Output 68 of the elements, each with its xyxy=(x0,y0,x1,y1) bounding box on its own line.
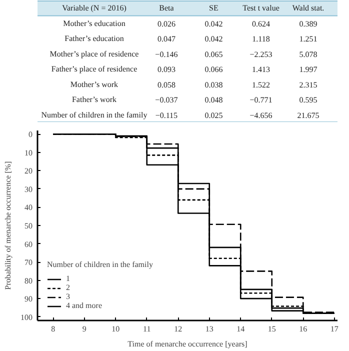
text: −0.037 xyxy=(155,96,178,105)
category-label: Mother’s education xyxy=(63,18,126,28)
category-label: SE xyxy=(209,4,218,13)
text: −0.146 xyxy=(155,50,178,59)
text: 0.047 xyxy=(157,34,176,44)
text: −0.771 xyxy=(250,96,272,105)
text: 21.675 xyxy=(297,110,320,120)
text: 1.997 xyxy=(299,65,318,74)
text: 0.066 xyxy=(204,65,223,74)
x-axis-title: Time of menarche occurrence [years] xyxy=(128,340,248,348)
legend-label: 3 xyxy=(66,292,71,301)
category-label: Test t value xyxy=(242,4,280,13)
category-label: Number of children in the family xyxy=(41,110,148,120)
y-axis-title: Probability of menarche occurrence [%] xyxy=(4,160,12,290)
category-label: Mother’s work xyxy=(70,80,118,89)
x-tick-label: 9 xyxy=(82,324,86,334)
text: 0.026 xyxy=(157,19,176,28)
y-tick-label: 10 xyxy=(24,148,32,158)
x-tick-label: 16 xyxy=(299,324,308,334)
text: 0.389 xyxy=(299,19,318,28)
x-tick-label: 12 xyxy=(174,324,182,334)
category-label: Father’s work xyxy=(72,95,116,104)
legend-label: 2 xyxy=(66,283,71,292)
text: 0.065 xyxy=(204,50,223,59)
x-tick-label: 13 xyxy=(205,324,214,334)
text: 0.042 xyxy=(204,34,223,44)
y-tick-label: 40 xyxy=(24,203,32,212)
y-tick-label: 70 xyxy=(24,258,32,268)
text: 0.058 xyxy=(157,80,176,90)
text: 0.624 xyxy=(252,19,270,28)
text: 1.522 xyxy=(252,80,270,90)
y-tick-label: 90 xyxy=(24,294,32,304)
y-tick-label: 50 xyxy=(24,222,32,230)
text: 0.038 xyxy=(204,80,223,90)
y-tick-label: 20 xyxy=(24,166,32,176)
y-tick-label: 60 xyxy=(24,240,32,249)
text: 1.251 xyxy=(299,34,318,44)
text: −2.253 xyxy=(250,50,272,59)
category-label: Beta xyxy=(159,4,174,13)
y-tick-label: 100 xyxy=(20,312,32,322)
text: −0.115 xyxy=(155,110,178,120)
text: 0.093 xyxy=(157,65,176,74)
y-tick-label: 80 xyxy=(24,276,32,286)
text: 2.315 xyxy=(299,80,318,90)
category-label: Wald stat. xyxy=(292,4,324,13)
x-tick-label: 8 xyxy=(51,324,56,334)
category-label: Father’s education xyxy=(64,34,124,44)
text: 5.078 xyxy=(299,50,318,59)
text: 1.413 xyxy=(252,65,270,74)
legend-label: 1 xyxy=(66,274,71,283)
text: 1.118 xyxy=(252,34,270,44)
text: 0.042 xyxy=(204,19,223,28)
text: −4.656 xyxy=(250,110,272,120)
legend-label: 4 and more xyxy=(66,301,102,310)
legend-title: Number of children in the family xyxy=(47,260,153,269)
x-tick-label: 17 xyxy=(330,324,338,334)
x-tick-label: 14 xyxy=(236,324,245,334)
y-tick-label: 0 xyxy=(28,130,32,140)
text: 0.025 xyxy=(204,110,223,120)
text: 0.595 xyxy=(299,96,318,105)
y-tick-label: 30 xyxy=(24,184,32,194)
x-tick-label: 10 xyxy=(112,324,120,334)
x-tick-label: 11 xyxy=(143,324,151,334)
x-tick-label: 15 xyxy=(268,324,276,334)
text: 0.048 xyxy=(204,96,223,105)
category-label: Variable (N = 2016) xyxy=(62,4,127,13)
category-label: Mother’s place of residence xyxy=(50,49,139,58)
category-label: Father’s place of residence xyxy=(51,64,138,74)
